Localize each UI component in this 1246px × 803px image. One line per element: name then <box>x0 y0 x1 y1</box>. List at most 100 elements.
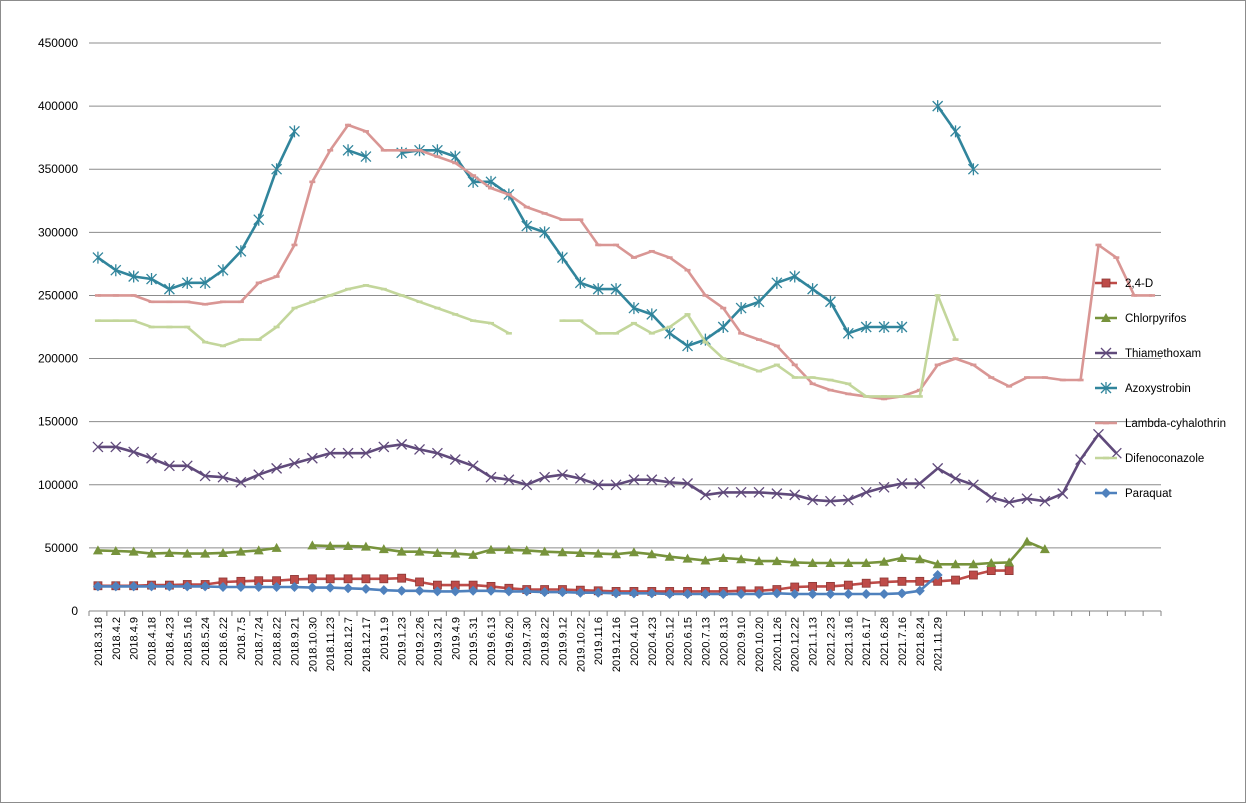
x-tick-label: 2018.5.16 <box>182 617 194 666</box>
data-point <box>577 319 584 322</box>
data-point <box>199 470 211 482</box>
data-point <box>664 476 676 488</box>
x-tick-label: 2019.2.26 <box>415 617 427 666</box>
data-point <box>986 566 996 576</box>
data-point <box>738 363 745 367</box>
data-point <box>521 545 532 555</box>
data-point <box>628 588 639 599</box>
data-point <box>952 338 959 341</box>
x-tick-label: 2020.5.12 <box>665 617 677 666</box>
data-point <box>915 576 925 586</box>
data-point <box>488 321 494 325</box>
data-point <box>486 544 496 554</box>
data-point <box>952 357 959 360</box>
data-point <box>360 150 372 163</box>
data-point <box>235 245 247 258</box>
data-point <box>970 363 977 367</box>
x-tick-label: 2021.6.17 <box>861 617 873 666</box>
x-tick-label: 2020.8.13 <box>718 617 730 666</box>
data-point <box>163 283 175 296</box>
data-point <box>718 588 729 599</box>
data-point <box>503 474 515 486</box>
data-point <box>1110 447 1122 459</box>
data-point <box>559 319 566 322</box>
x-tick-label: 2018.4.2 <box>111 617 123 660</box>
legend-label: Lambda-cyhalothrin <box>1125 418 1226 430</box>
data-point <box>860 486 872 498</box>
data-point <box>881 395 888 398</box>
data-point <box>343 583 354 594</box>
data-point <box>1103 456 1109 460</box>
data-point <box>773 344 780 348</box>
data-point <box>343 540 354 550</box>
data-point <box>934 294 941 297</box>
data-point <box>717 486 729 498</box>
data-point <box>452 161 459 165</box>
data-point <box>539 587 550 598</box>
legend-label: Azoxystrobin <box>1125 383 1191 395</box>
data-point <box>1095 243 1102 247</box>
x-tick-label: 2019.3.21 <box>432 617 444 666</box>
data-point <box>164 581 175 592</box>
data-point <box>1077 378 1084 382</box>
data-point <box>255 338 262 341</box>
data-point <box>1093 428 1104 440</box>
data-point <box>771 488 783 500</box>
data-point <box>200 548 211 558</box>
data-point <box>468 585 479 596</box>
data-point <box>110 546 121 556</box>
data-point <box>360 447 372 459</box>
data-point <box>112 319 119 322</box>
data-point <box>273 325 280 329</box>
data-point <box>809 382 816 386</box>
data-point <box>951 575 960 585</box>
data-point <box>682 588 693 599</box>
data-point <box>271 462 283 474</box>
data-point <box>613 332 620 335</box>
data-point <box>702 294 709 297</box>
data-point <box>271 542 282 552</box>
data-point <box>557 587 568 598</box>
legend-label: Paraquat <box>1125 488 1172 500</box>
data-point <box>610 479 622 491</box>
y-tick-label: 400000 <box>38 99 78 113</box>
data-point <box>860 321 872 333</box>
data-point <box>646 549 657 559</box>
data-point <box>1131 294 1138 297</box>
data-point <box>878 481 890 493</box>
x-tick-label: 2018.7.5 <box>236 617 248 660</box>
data-point <box>736 588 747 599</box>
data-point <box>630 321 637 325</box>
data-point <box>950 473 961 484</box>
y-tick-label: 250000 <box>38 288 78 302</box>
data-point <box>217 264 229 277</box>
data-point <box>488 186 494 190</box>
x-tick-label: 2019.1.9 <box>379 617 391 660</box>
series-line <box>97 569 1010 593</box>
data-point <box>861 588 872 599</box>
data-point <box>539 471 551 483</box>
data-point <box>253 582 264 593</box>
data-point <box>592 283 604 296</box>
data-point <box>666 256 673 259</box>
x-tick-label: 2021.7.16 <box>897 617 909 666</box>
data-point <box>325 582 336 593</box>
data-point <box>1059 378 1066 382</box>
x-tick-label: 2020.11.26 <box>772 617 784 671</box>
data-point <box>164 547 175 557</box>
x-tick-label: 2019.6.13 <box>486 617 498 666</box>
data-point <box>628 547 639 557</box>
data-point <box>718 552 729 562</box>
data-point <box>825 588 836 599</box>
data-point <box>450 586 461 597</box>
data-point <box>470 319 477 322</box>
data-point <box>789 270 801 283</box>
data-point <box>397 573 407 583</box>
data-point <box>521 586 532 597</box>
data-point <box>1101 313 1111 322</box>
data-point <box>1004 566 1014 576</box>
data-point <box>700 588 711 599</box>
data-point <box>199 276 211 289</box>
data-point <box>1101 278 1111 288</box>
